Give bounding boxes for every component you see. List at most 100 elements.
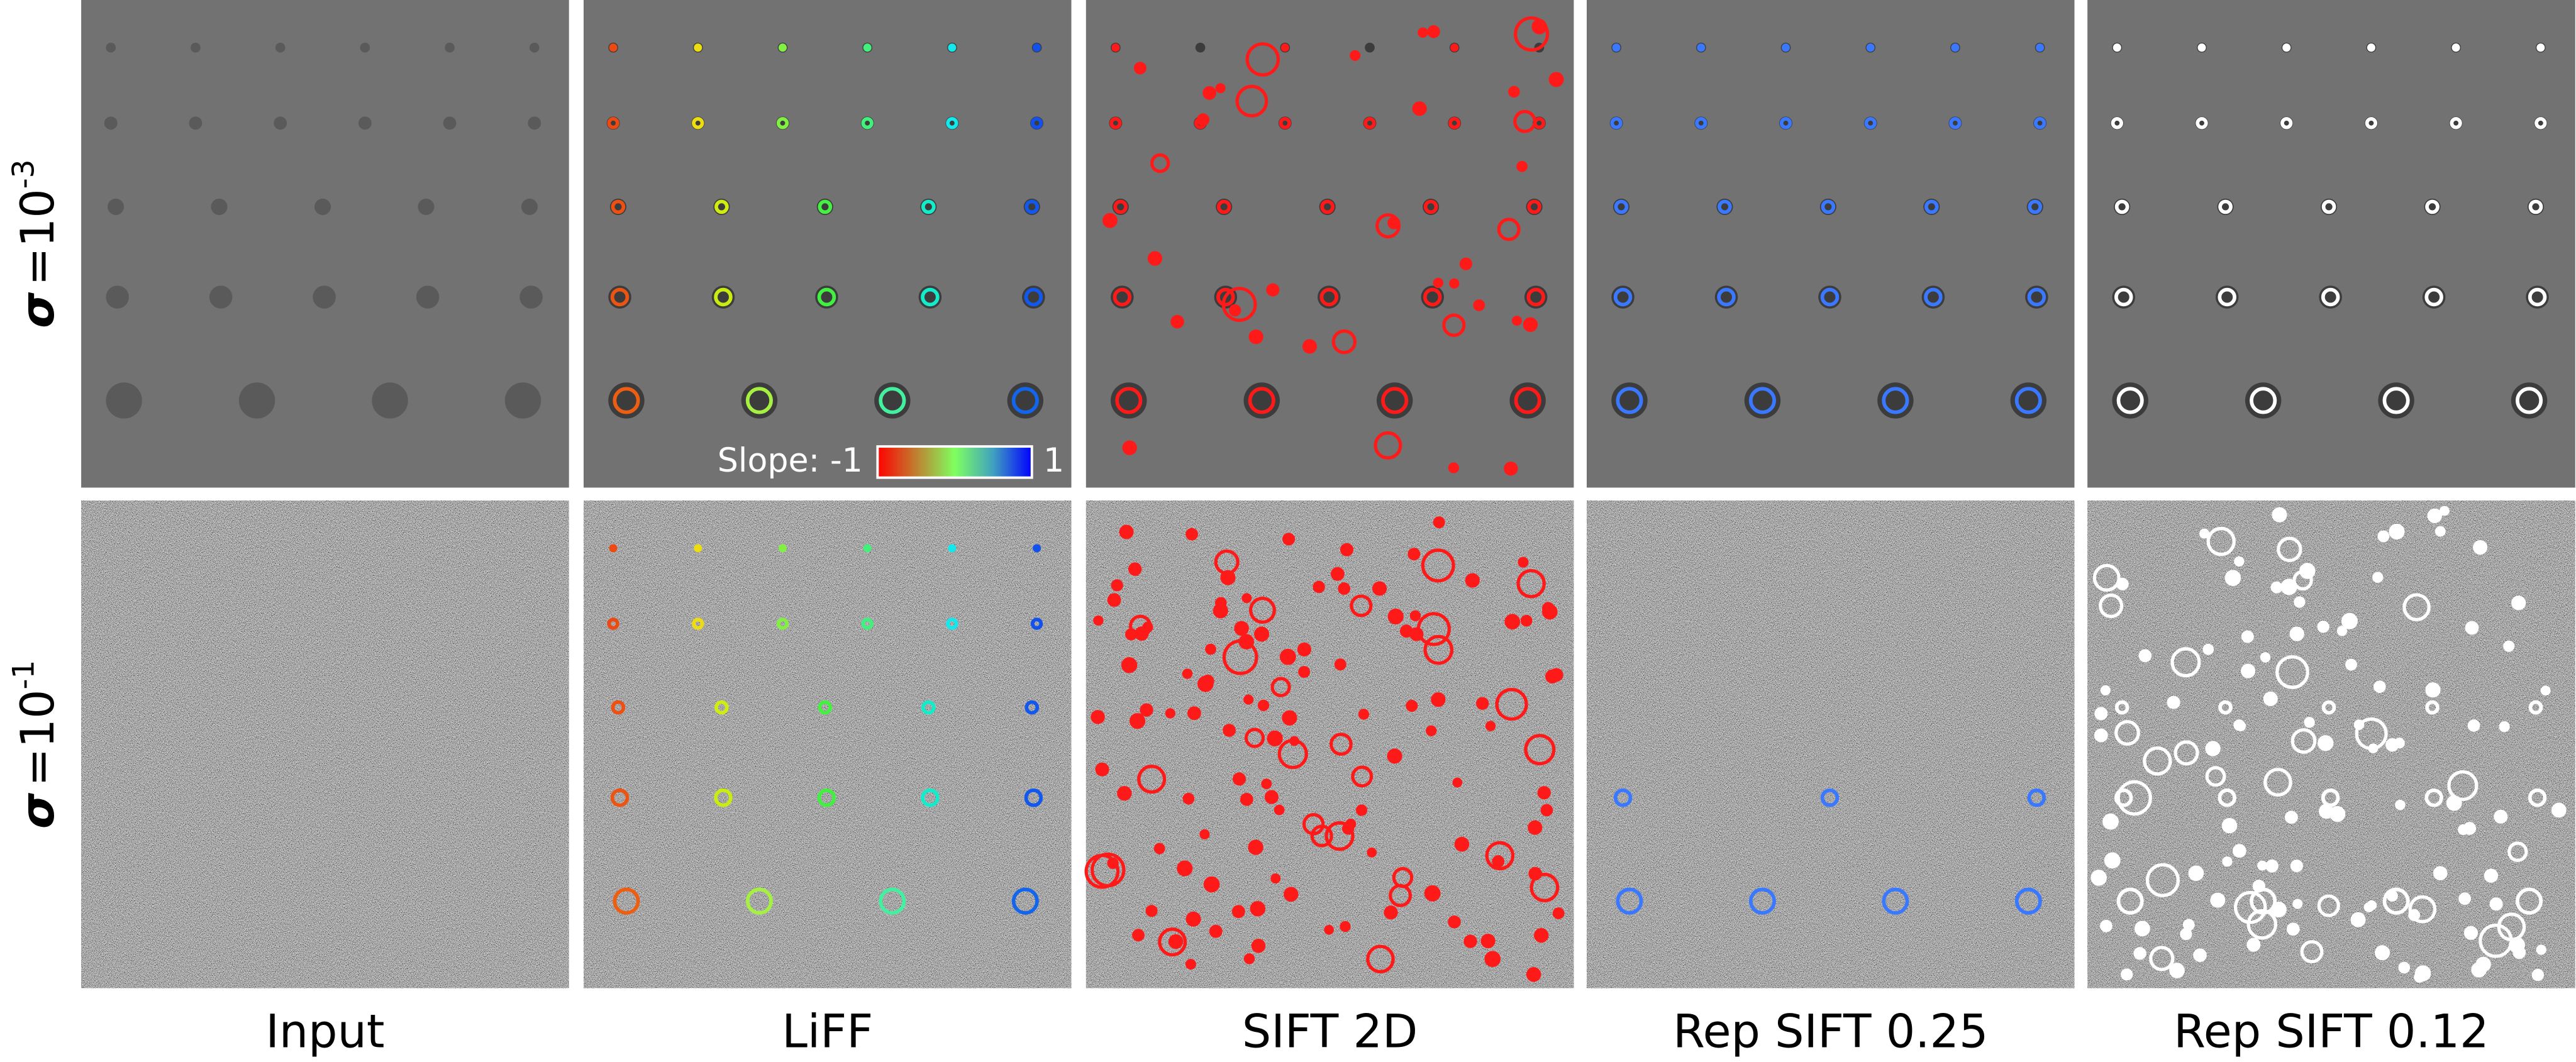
keypoint (1093, 615, 1104, 626)
keypoint (1524, 734, 1556, 766)
keypoint (1216, 199, 1231, 214)
keypoint (2116, 780, 2152, 816)
keypoint (2133, 947, 2146, 960)
keypoint (692, 117, 704, 130)
keypoint (921, 788, 940, 807)
keypoint (2265, 860, 2279, 873)
keypoint (1697, 43, 1706, 52)
keypoint (694, 544, 702, 553)
blob (275, 42, 286, 53)
blob (529, 42, 540, 53)
keypoint (1452, 777, 1463, 788)
keypoint (1526, 287, 1545, 307)
keypoint (1537, 786, 1551, 800)
keypoint (2528, 287, 2547, 307)
blob (1365, 42, 1375, 53)
keypoint (946, 617, 958, 630)
panel-noise (1085, 0, 1574, 488)
keypoint (694, 43, 702, 52)
blob (104, 116, 118, 130)
keypoint (1117, 786, 1132, 801)
colorbar-max: 1 (1043, 442, 1064, 480)
keypoint (1475, 697, 1489, 711)
keypoint (1187, 706, 1201, 721)
keypoint (2235, 721, 2246, 732)
colorbar: Slope: -1 1 (718, 442, 1064, 480)
keypoint (2282, 43, 2291, 52)
keypoint (1243, 694, 1254, 705)
keypoint (2425, 682, 2441, 698)
keypoint (2270, 581, 2283, 594)
keypoint (1449, 278, 1460, 289)
keypoint (2451, 43, 2460, 52)
row-label-text: =10 (11, 689, 65, 786)
keypoint (2512, 946, 2526, 960)
keypoint (1355, 804, 1368, 816)
keypoint (1523, 317, 1538, 332)
keypoint (1331, 329, 1357, 355)
panel-noise (2087, 0, 2575, 488)
keypoint (2218, 788, 2236, 807)
keypoint (1613, 287, 1633, 307)
keypoint (1134, 626, 1149, 641)
keypoint (1495, 688, 1528, 721)
blob (372, 382, 408, 419)
keypoint (1427, 25, 1440, 38)
keypoint (2528, 700, 2543, 715)
keypoint (1541, 604, 1558, 620)
keypoint (2284, 810, 2298, 824)
keypoint (745, 887, 773, 915)
labels: Input LiFF SIFT 2D Rep SIFT 0.25 Rep SIFT 0.… (7, 159, 2489, 1058)
keypoint (1244, 727, 1265, 748)
keypoint (609, 43, 618, 52)
keypoint (1280, 43, 1289, 52)
keypoint (1424, 885, 1441, 902)
keypoint (2112, 43, 2121, 52)
keypoint (1409, 627, 1424, 641)
panel (1085, 0, 1574, 488)
keypoint (2167, 695, 2180, 709)
keypoint (921, 287, 940, 307)
keypoint (2114, 788, 2133, 807)
keypoint (1951, 43, 1960, 52)
colorbar-gradient (876, 445, 1033, 479)
keypoint (2210, 892, 2226, 908)
keypoint (2169, 963, 2185, 978)
keypoint (1549, 668, 1563, 682)
keypoint (2318, 735, 2334, 751)
keypoint (607, 617, 619, 630)
keypoint (2014, 387, 2042, 414)
keypoint (1387, 608, 1404, 625)
keypoint (2300, 940, 2324, 963)
keypoint (1459, 257, 1472, 270)
blob (416, 285, 440, 309)
keypoint (1748, 887, 1776, 915)
keypoint (2414, 971, 2425, 983)
blob (358, 116, 372, 130)
keypoint (1423, 287, 1442, 307)
keypoint (1616, 887, 1643, 915)
keypoint (1270, 873, 1281, 884)
keypoint (2536, 944, 2546, 955)
keypoint (1516, 568, 1546, 599)
keypoint (1231, 905, 1245, 919)
keypoint (2447, 770, 2479, 802)
keypoint (609, 544, 618, 553)
keypoint (714, 700, 729, 715)
keypoint (1528, 820, 1543, 835)
keypoint (2473, 539, 2488, 555)
keypoint (2321, 199, 2336, 214)
keypoint (714, 788, 733, 807)
keypoint (1221, 287, 1257, 322)
row-label-exponent: -3 (7, 159, 42, 189)
keypoint (1363, 117, 1376, 130)
keypoint (2494, 812, 2506, 823)
keypoint (1381, 387, 1409, 414)
keypoint (1150, 153, 1170, 174)
keypoint (1297, 642, 1311, 657)
keypoint (1320, 199, 1335, 214)
blob (106, 285, 129, 309)
keypoint (1423, 199, 1438, 214)
keypoint (2290, 728, 2317, 754)
